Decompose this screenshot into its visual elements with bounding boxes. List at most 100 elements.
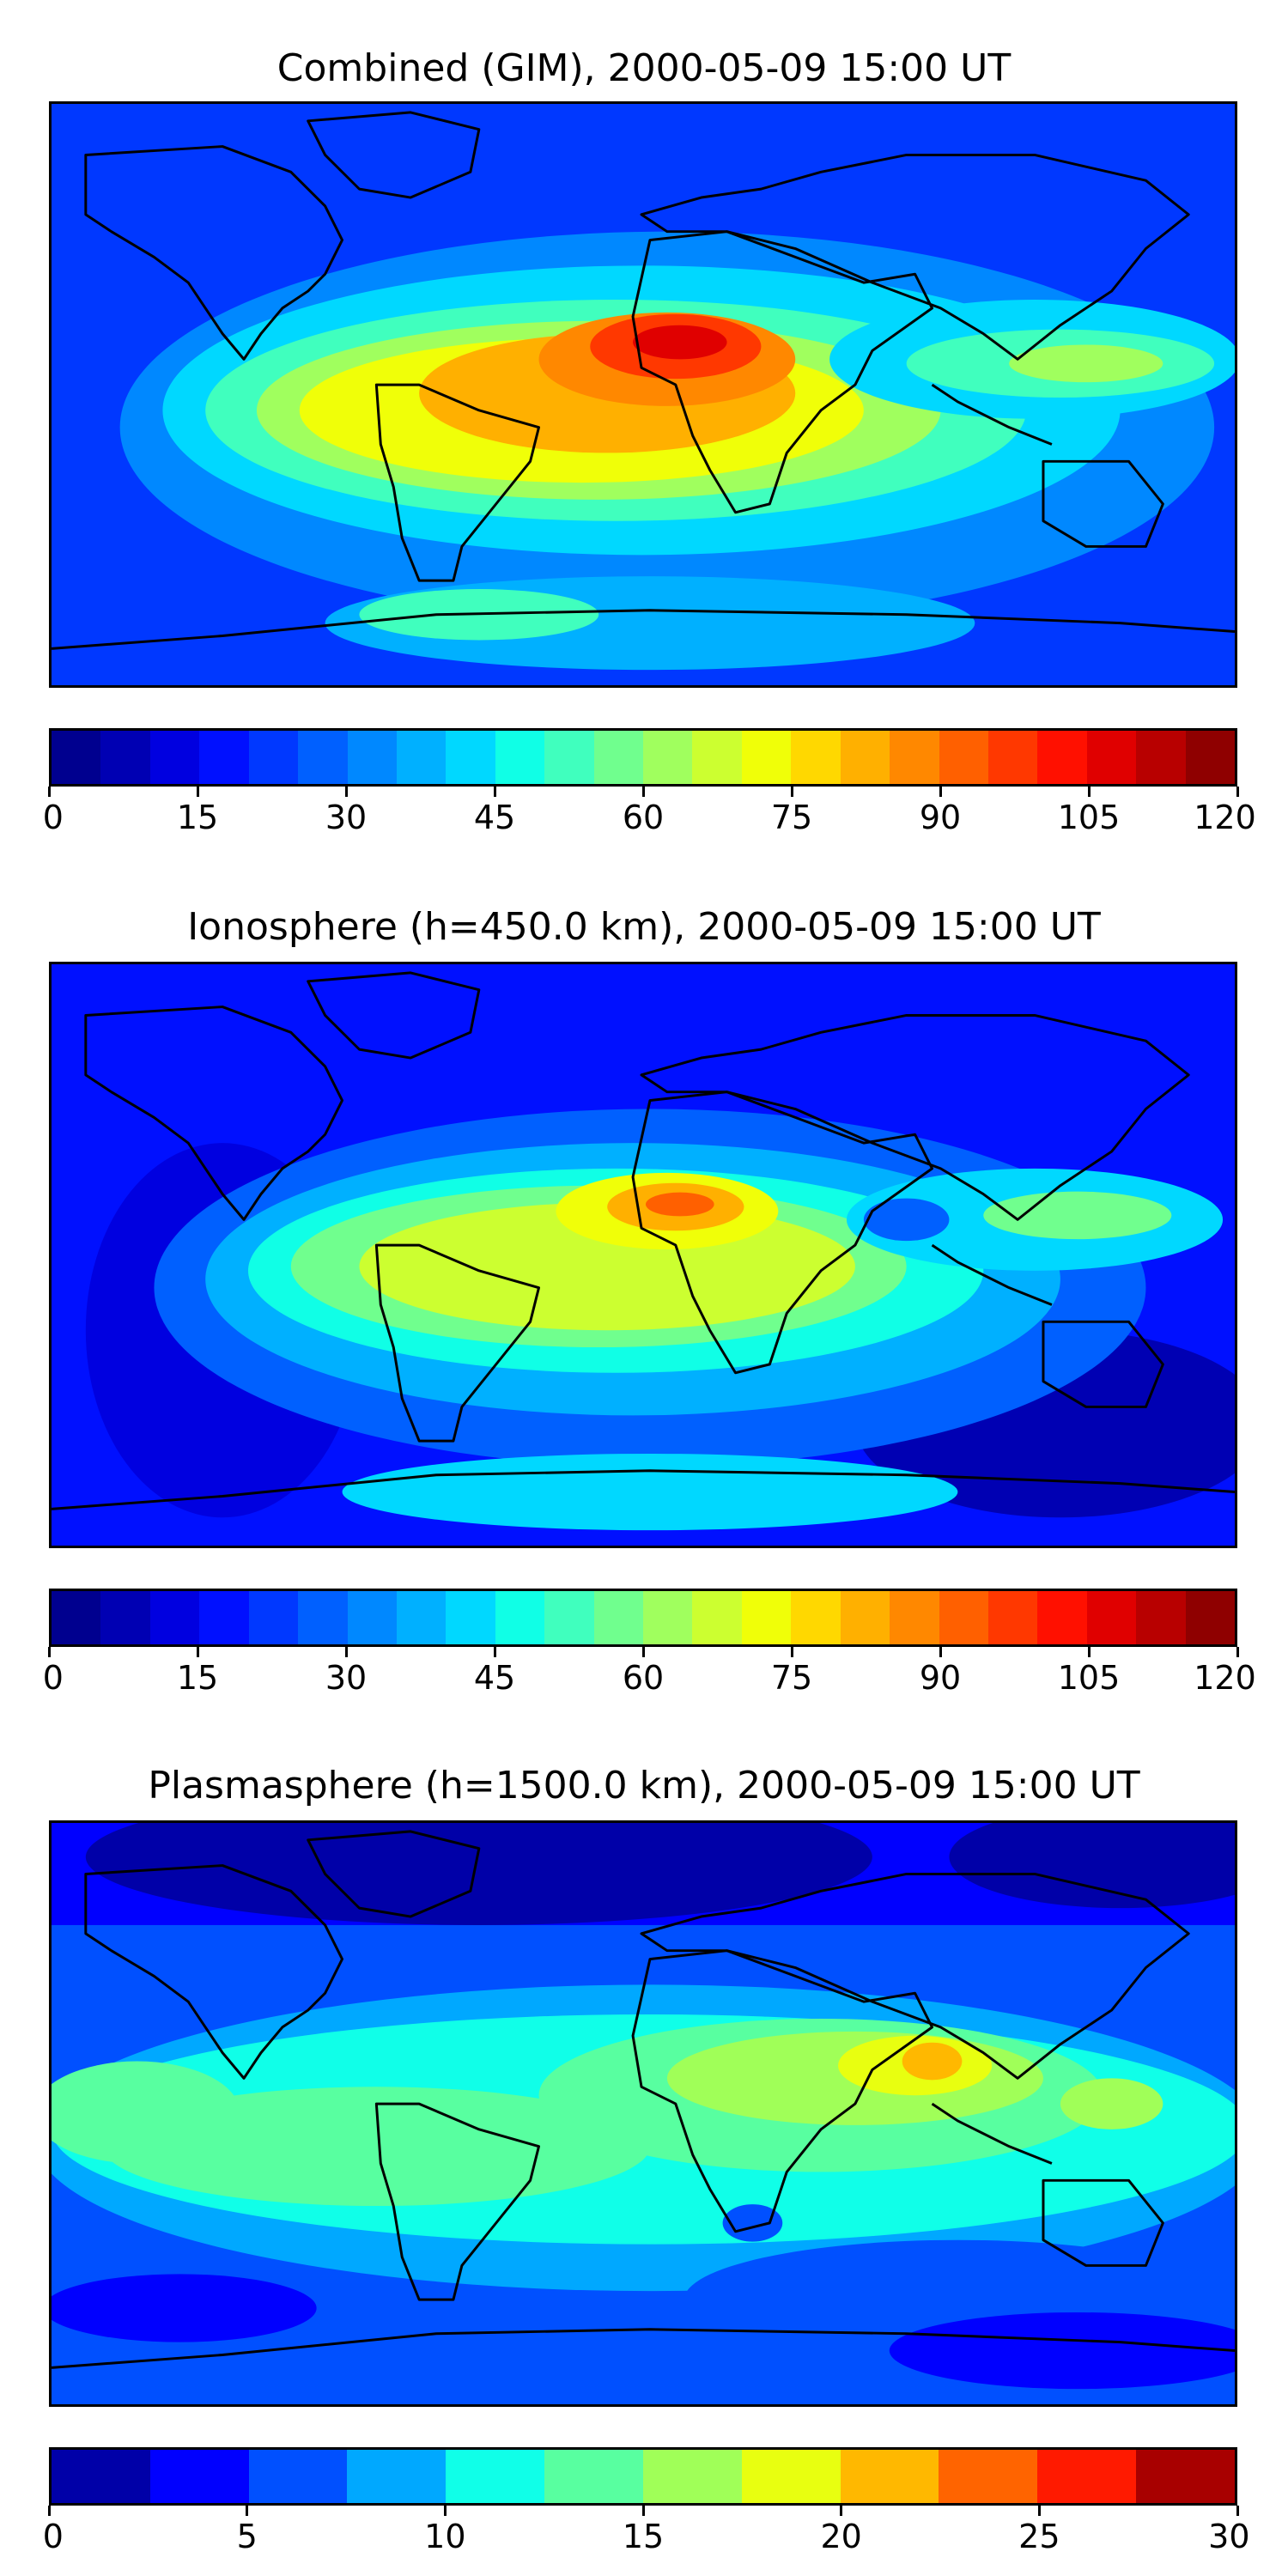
colorbar-segment xyxy=(347,1591,397,1644)
colorbar-segment xyxy=(199,1591,249,1644)
colorbar-segment xyxy=(396,731,447,784)
colorbar-segment xyxy=(100,731,150,784)
tec-map xyxy=(52,1823,1235,2404)
colorbar-segment xyxy=(890,731,939,784)
colorbar-segment xyxy=(396,1591,447,1644)
colorbar-segment xyxy=(149,2450,249,2503)
colorbar-tick-label: 0 xyxy=(42,799,64,836)
colorbar-segment xyxy=(347,731,397,784)
colorbar-tick-label: 0 xyxy=(42,2518,64,2555)
colorbar-segment xyxy=(544,2450,643,2503)
colorbar-segment xyxy=(643,731,693,784)
colorbar-segment xyxy=(149,731,200,784)
colorbar-tick-label: 10 xyxy=(424,2518,466,2555)
colorbar-segment xyxy=(1185,731,1235,784)
colorbar-tick-label: 0 xyxy=(42,1659,64,1697)
colorbar-segment xyxy=(692,731,742,784)
colorbar-segment xyxy=(1136,2450,1235,2503)
colorbar-segment xyxy=(495,1591,545,1644)
tec-map xyxy=(52,964,1235,1546)
colorbar-combined xyxy=(49,728,1237,787)
panel-title: Ionosphere (h=450.0 km), 2000-05-09 15:0… xyxy=(187,905,1101,949)
colorbar-tick-label: 5 xyxy=(236,2518,258,2555)
colorbar-tick-label: 15 xyxy=(622,2518,665,2555)
colorbar-segment xyxy=(939,1591,989,1644)
colorbar-segment xyxy=(939,2450,1038,2503)
colorbar-segment xyxy=(741,1591,792,1644)
colorbar-segment xyxy=(1086,731,1137,784)
colorbar-segment xyxy=(593,1591,644,1644)
colorbar-tick-label: 25 xyxy=(1018,2518,1060,2555)
colorbar-segment xyxy=(642,2450,742,2503)
colorbar-ticks-combined: 0 15 30 45 60 75 90 105 120 xyxy=(43,787,1256,838)
tec-map xyxy=(52,104,1235,685)
colorbar-tick-label: 30 xyxy=(325,1659,368,1697)
colorbar-segment xyxy=(840,1591,890,1644)
colorbar-segment xyxy=(1037,2450,1137,2503)
colorbar-tick-label: 45 xyxy=(473,1659,516,1697)
colorbar-tick-label: 90 xyxy=(919,1659,962,1697)
panel-title: Plasmasphere (h=1500.0 km), 2000-05-09 1… xyxy=(148,1764,1140,1807)
colorbar-ionosphere xyxy=(49,1589,1237,1647)
colorbar-segment xyxy=(347,2450,447,2503)
colorbar-segment xyxy=(1136,1591,1186,1644)
colorbar-segment xyxy=(1037,731,1087,784)
colorbar-segment xyxy=(248,731,299,784)
colorbar-segment xyxy=(446,2450,545,2503)
colorbar-segment xyxy=(939,731,989,784)
colorbar-segment xyxy=(248,1591,299,1644)
colorbar-tick-label: 75 xyxy=(770,1659,813,1697)
colorbar-tick-label: 60 xyxy=(622,1659,665,1697)
colorbar-tick-label: 120 xyxy=(1194,1659,1256,1697)
colorbar-segment xyxy=(791,731,841,784)
colorbar-segment xyxy=(52,731,101,784)
colorbar-segment xyxy=(52,2450,150,2503)
panel-combined: Combined (GIM), 2000-05-09 15:00 UT xyxy=(0,0,1288,859)
colorbar-segment xyxy=(890,1591,939,1644)
colorbar-segment xyxy=(1086,1591,1137,1644)
colorbar-tick-label: 105 xyxy=(1057,799,1121,836)
colorbar-segment xyxy=(544,1591,594,1644)
colorbar-plasmasphere xyxy=(49,2447,1237,2506)
colorbar-segment xyxy=(643,1591,693,1644)
colorbar-segment xyxy=(149,1591,200,1644)
colorbar-tick-label: 15 xyxy=(176,799,219,836)
colorbar-segment xyxy=(495,731,545,784)
colorbar-ticks-ionosphere: 0 15 30 45 60 75 90 105 120 xyxy=(43,1647,1256,1698)
map-ionosphere xyxy=(49,962,1237,1548)
colorbar-segment xyxy=(593,731,644,784)
colorbar-tick-label: 30 xyxy=(325,799,368,836)
colorbar-tick-label: 60 xyxy=(622,799,665,836)
colorbar-ticks-plasmasphere: 0 5 10 15 20 25 30 xyxy=(43,2506,1250,2557)
colorbar-tick-label: 90 xyxy=(919,799,962,836)
colorbar-segment xyxy=(446,1591,495,1644)
colorbar-segment xyxy=(1185,1591,1235,1644)
colorbar-segment xyxy=(52,1591,101,1644)
colorbar-segment xyxy=(988,1591,1038,1644)
colorbar-segment xyxy=(791,1591,841,1644)
panel-plasmasphere: Plasmasphere (h=1500.0 km), 2000-05-09 1… xyxy=(0,1717,1288,2576)
colorbar-tick-label: 20 xyxy=(820,2518,862,2555)
colorbar-segment xyxy=(692,1591,742,1644)
colorbar-tick-label: 75 xyxy=(770,799,813,836)
colorbar-tick-label: 30 xyxy=(1208,2518,1250,2555)
colorbar-segment xyxy=(1136,731,1186,784)
colorbar-segment xyxy=(840,2450,939,2503)
colorbar-tick-label: 120 xyxy=(1194,799,1256,836)
colorbar-segment xyxy=(446,731,495,784)
map-plasmasphere xyxy=(49,1820,1237,2407)
colorbar-segment xyxy=(298,1591,348,1644)
colorbar-segment xyxy=(1037,1591,1087,1644)
colorbar-tick-label: 105 xyxy=(1057,1659,1121,1697)
colorbar-segment xyxy=(199,731,249,784)
colorbar-segment xyxy=(544,731,594,784)
colorbar-tick-label: 15 xyxy=(176,1659,219,1697)
colorbar-segment xyxy=(298,731,348,784)
panel-ionosphere: Ionosphere (h=450.0 km), 2000-05-09 15:0… xyxy=(0,859,1288,1717)
map-combined xyxy=(49,101,1237,688)
panel-title: Combined (GIM), 2000-05-09 15:00 UT xyxy=(276,46,1012,90)
colorbar-segment xyxy=(840,731,890,784)
colorbar-segment xyxy=(100,1591,150,1644)
colorbar-segment xyxy=(248,2450,348,2503)
colorbar-segment xyxy=(741,2450,841,2503)
